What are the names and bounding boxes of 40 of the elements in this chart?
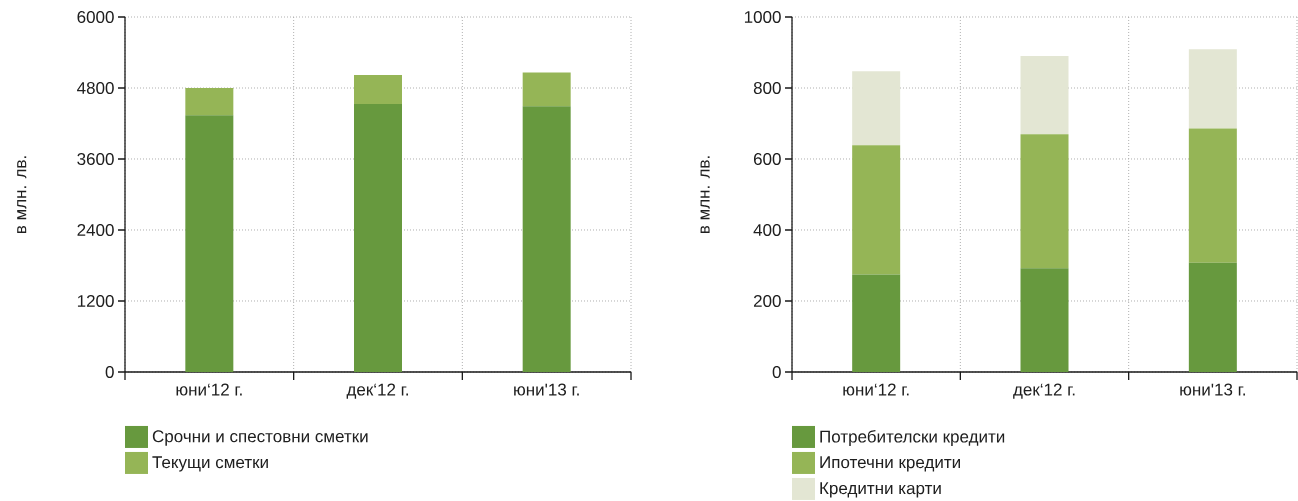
bar: [522, 106, 571, 372]
y-tick-label: 6000: [77, 10, 114, 24]
bar: [1188, 49, 1237, 129]
bar: [1188, 262, 1237, 372]
y-tick-label: 1000: [744, 10, 781, 24]
bar: [1020, 56, 1069, 135]
bar: [852, 274, 901, 372]
y-tick-label: 0: [772, 365, 781, 379]
bar: [1188, 128, 1237, 263]
legend-label: Ипотечни кредити: [820, 456, 960, 472]
legend-label: Потребителски кредити: [820, 429, 1005, 446]
x-tick-label: юни‘12 г.: [176, 383, 242, 396]
bar: [354, 74, 402, 104]
y-tick-label: 200: [753, 294, 781, 308]
x-tick-label: юни‘12 г.: [843, 383, 909, 396]
y-tick-label: 0: [105, 365, 114, 379]
y-tick-label: 800: [753, 81, 781, 95]
y-axis-title: в млн. лв.: [17, 156, 27, 234]
y-axis-title: в млн. лв.: [700, 156, 710, 234]
bar: [852, 145, 901, 275]
legend-label: Кредитни карти: [820, 482, 941, 498]
y-tick-label: 3600: [77, 152, 114, 166]
y-tick-label: 400: [753, 223, 781, 237]
y-tick-label: 4800: [77, 81, 114, 95]
bar: [185, 88, 234, 116]
bar: [1020, 134, 1069, 269]
legend-label: Срочни и спестовни сметки: [152, 430, 368, 446]
bar: [354, 103, 402, 372]
y-tick-label: 1200: [77, 294, 114, 308]
x-tick-label: юни'13 г.: [514, 383, 579, 396]
x-tick-label: юни'13 г.: [1180, 383, 1245, 396]
x-tick-label: дек‘12 г.: [346, 383, 408, 399]
legend-label: Текущи сметки: [152, 456, 268, 472]
y-tick-label: 600: [753, 152, 781, 166]
bar: [522, 72, 571, 107]
bar: [852, 71, 901, 146]
bar: [1020, 268, 1069, 372]
bar: [185, 115, 234, 372]
y-tick-label: 2400: [77, 223, 114, 237]
x-tick-label: дек‘12 г.: [1013, 383, 1075, 399]
